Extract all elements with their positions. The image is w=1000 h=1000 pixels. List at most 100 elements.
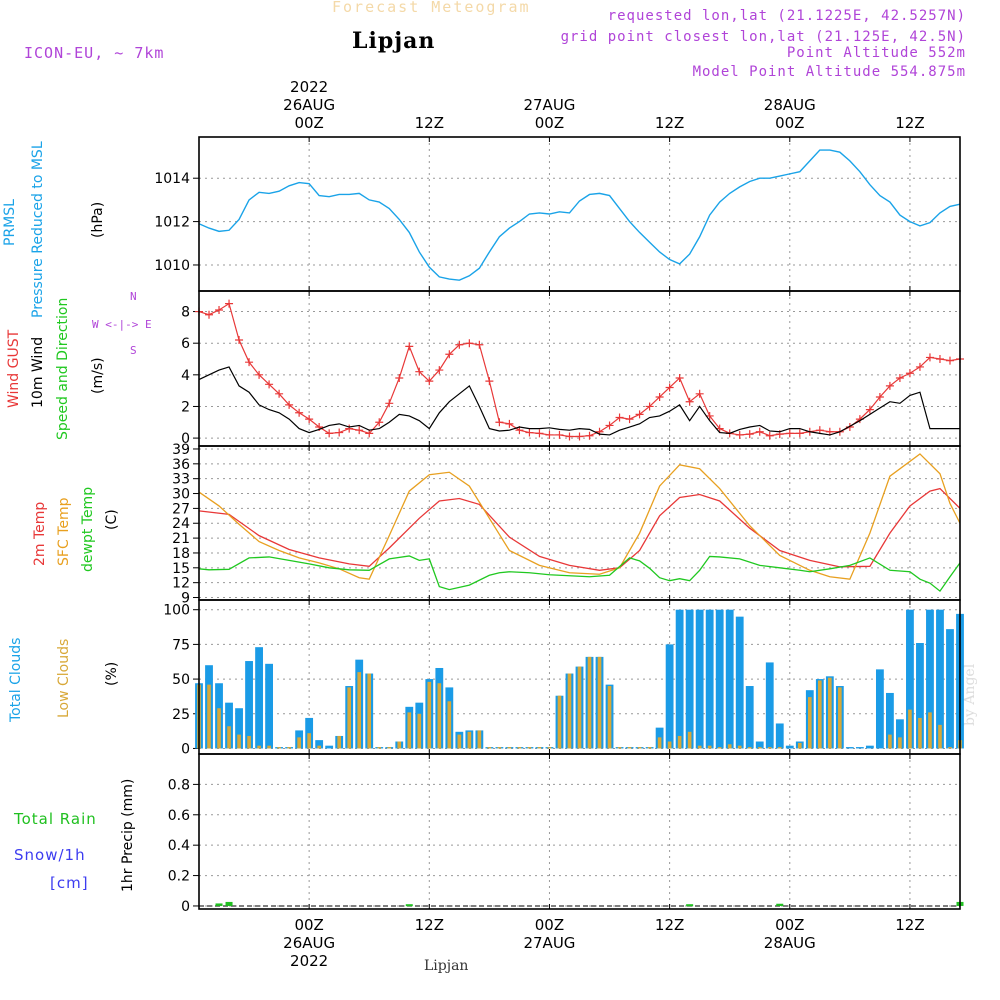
gust-point <box>345 424 354 433</box>
location-title: Lipjan <box>352 28 436 54</box>
top-hour-label: 00Z <box>775 114 804 132</box>
panel-frame <box>198 136 961 292</box>
model-altitude: Model Point Altitude 554.875m <box>692 64 966 80</box>
y-tick-label: 39 <box>172 442 190 458</box>
low-cloud-bar <box>727 744 732 749</box>
bottom-hour-label: 12Z <box>895 916 924 934</box>
low-cloud-bar <box>527 747 532 749</box>
low-cloud-bar <box>777 747 782 749</box>
total-rain-label: Total Rain <box>14 810 97 828</box>
compass-we: W <-|-> E <box>92 318 152 331</box>
y-tick-label: 0.6 <box>168 808 190 824</box>
total-cloud-bar <box>735 616 744 749</box>
gust-point <box>475 340 484 349</box>
point-altitude: Point Altitude 552m <box>786 45 966 61</box>
total-cloud-bar <box>896 719 904 749</box>
gust-point <box>415 367 424 376</box>
low-cloud-bar <box>697 745 702 749</box>
gust-point <box>925 353 934 362</box>
low-cloud-bar <box>687 731 692 749</box>
low-cloud-bar <box>417 713 422 749</box>
gust-point <box>275 389 284 398</box>
gust-point <box>385 399 394 408</box>
app-title: Forecast Meteogram <box>332 0 531 16</box>
low-cloud-bar <box>838 687 842 749</box>
total-cloud-bar <box>936 609 944 749</box>
pressure-line <box>198 149 961 281</box>
total-cloud-bar <box>675 609 684 749</box>
low-cloud-bar <box>828 677 832 749</box>
low-cloud-bar <box>297 737 301 749</box>
y-tick-label: 9 <box>181 591 190 607</box>
rain-bar <box>225 901 233 906</box>
low-cloud-bar <box>888 734 892 749</box>
y-tick-label: 25 <box>172 707 190 723</box>
gust-point <box>645 402 654 411</box>
low-cloud-bar <box>657 737 662 749</box>
total-cloud-bar <box>265 663 273 749</box>
bottom-hour-label: 00Z <box>775 916 804 934</box>
y-tick-label: 1014 <box>154 171 190 187</box>
gust-point <box>245 358 254 367</box>
low-cloud-bar <box>257 745 261 749</box>
dewpt-line <box>198 555 961 593</box>
gust-point <box>335 428 344 437</box>
y-tick-label: 30 <box>172 487 190 503</box>
top-date-label: 27AUG <box>523 96 575 114</box>
gust-point <box>885 381 894 390</box>
y-tick-label: 36 <box>172 457 190 473</box>
requested-coords: requested lon,lat (21.1225E, 42.5257N) <box>607 8 966 24</box>
total-cloud-bar <box>715 609 724 749</box>
total-cloud-bar <box>926 609 934 749</box>
bottom-date-label: 26AUG <box>283 934 335 952</box>
low-cloud-bar <box>567 673 572 749</box>
compass-n: N <box>130 290 138 303</box>
low-cloud-bar <box>367 673 372 749</box>
low-cloud-bar <box>447 701 452 749</box>
y-tick-label: 8 <box>181 305 190 321</box>
low-cloud-bar <box>517 747 522 749</box>
low-cloud-bar <box>577 666 582 749</box>
top-hour-label: 12Z <box>415 114 444 132</box>
gust-point <box>695 389 704 398</box>
y-tick-label: 1012 <box>154 215 190 231</box>
total-cloud-bar <box>725 609 734 749</box>
gust-point <box>785 429 794 438</box>
total-cloud-bar <box>886 692 894 749</box>
y-tick-label: 27 <box>172 501 190 517</box>
low-cloud-bar <box>237 734 241 749</box>
total-cloud-bar <box>906 609 914 749</box>
low-cloud-bar <box>617 747 622 749</box>
y-tick-label: 0 <box>181 899 190 915</box>
low-cloud-bar <box>437 683 442 749</box>
low-cloud-bar <box>347 687 351 749</box>
low-cloud-bar <box>387 747 392 749</box>
gust-point <box>665 383 674 392</box>
grid-point-coords: grid point closest lon,lat (21.125E, 42.… <box>560 29 966 45</box>
y-tick-label: 21 <box>172 531 190 547</box>
low-cloud-bar <box>667 741 672 749</box>
gust-point <box>655 392 664 401</box>
gust-point <box>935 355 944 364</box>
y-tick-label: 2 <box>181 399 190 415</box>
gust-point <box>395 373 404 382</box>
gust-point <box>675 373 684 382</box>
total-cloud-bar <box>745 686 754 749</box>
gust-point <box>435 366 444 375</box>
gust-point <box>505 419 514 428</box>
gust-point <box>745 430 754 439</box>
gust-point <box>265 380 274 389</box>
gust-point <box>325 429 334 438</box>
low-cloud-bar <box>377 747 382 749</box>
low-cloud-bar <box>337 735 341 749</box>
gust-point <box>625 415 634 424</box>
snow-label: Snow/1h <box>14 846 86 864</box>
low-cloud-bar <box>397 741 402 749</box>
low-cloud-bar <box>747 747 752 749</box>
low-cloud-bar <box>898 737 902 749</box>
y-tick-label: 4 <box>181 368 190 384</box>
low-cloud-bar <box>938 724 942 749</box>
gust-point <box>425 377 434 386</box>
bottom-hour-label: 00Z <box>294 916 323 934</box>
bottom-year-label: 2022 <box>290 952 328 970</box>
